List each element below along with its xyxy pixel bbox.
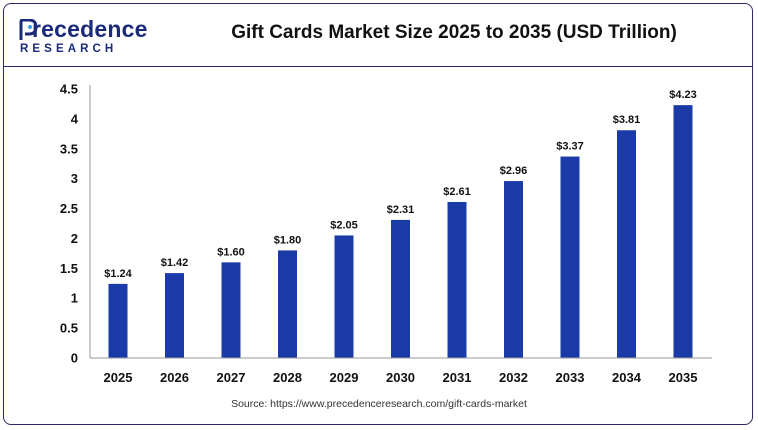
- bar-2028: [278, 250, 297, 358]
- x-tick-label: 2028: [273, 370, 302, 385]
- x-tick-label: 2025: [104, 370, 133, 385]
- x-tick-label: 2031: [443, 370, 472, 385]
- x-tick-label: 2033: [556, 370, 585, 385]
- bar-2034: [617, 130, 636, 358]
- y-tick-label: 1.5: [60, 261, 78, 276]
- data-label-2032: $2.96: [500, 165, 528, 177]
- data-label-2025: $1.24: [104, 268, 132, 280]
- bar-2027: [221, 262, 241, 358]
- data-label-2033: $3.37: [556, 141, 584, 153]
- bar-2026: [165, 273, 184, 358]
- data-label-2029: $2.05: [330, 219, 358, 231]
- bar-2033: [560, 156, 580, 358]
- data-label-2028: $1.80: [274, 234, 302, 246]
- logo-p-icon: [19, 19, 38, 40]
- x-tick-label: 2032: [499, 370, 528, 385]
- data-label-2034: $3.81: [613, 114, 641, 126]
- y-tick-label: 3: [71, 171, 78, 186]
- x-tick-label: 2035: [669, 370, 698, 385]
- y-tick-label: 2: [71, 231, 78, 246]
- data-label-2027: $1.60: [217, 246, 245, 258]
- bar-2031: [447, 201, 467, 358]
- x-tick-label: 2026: [160, 370, 189, 385]
- x-tick-label: 2029: [330, 370, 359, 385]
- bar-2032: [504, 181, 523, 358]
- x-axis: 2025 2026 2027 2028 2029 2030 2031 2032 2033 2034…: [90, 357, 712, 385]
- logo-brand-text: recedence: [32, 16, 148, 42]
- header: recedence RESEARCH Gift Cards Market Siz…: [4, 4, 752, 67]
- y-tick-label: 4.5: [60, 82, 78, 97]
- y-tick-label: 1: [71, 291, 78, 306]
- data-label-2026: $1.42: [161, 257, 189, 269]
- y-tick-label: 2.5: [60, 201, 78, 216]
- logo-sub-text: RESEARCH: [20, 43, 118, 55]
- bar-2025: [108, 283, 128, 358]
- y-tick-label: 0: [71, 351, 78, 366]
- data-label-2035: $4.23: [669, 89, 697, 101]
- source-note: Source: https://www.precedenceresearch.c…: [231, 398, 527, 410]
- x-tick-label: 2034: [612, 370, 642, 385]
- bars: $1.24 $1.42 $1.60 $1.80 $2.05 $2.31 $2.61 $2.96…: [104, 89, 697, 358]
- bar-chart: 0 0.5 1 1.5 2 2.5 3 3.5 4 4.5 $1.24 $1.42 $1.60 $1.8…: [60, 82, 712, 385]
- y-axis: 0 0.5 1 1.5 2 2.5 3 3.5 4 4.5: [60, 82, 91, 366]
- bar-2030: [391, 219, 410, 358]
- data-label-2031: $2.61: [443, 186, 471, 198]
- chart-title: Gift Cards Market Size 2025 to 2035 (USD…: [231, 22, 677, 43]
- x-tick-label: 2030: [386, 370, 415, 385]
- y-tick-label: 0.5: [60, 321, 78, 336]
- x-tick-label: 2027: [217, 370, 246, 385]
- y-tick-label: 4: [71, 111, 79, 126]
- precedence-research-logo: recedence RESEARCH: [18, 16, 147, 56]
- bar-2035: [673, 105, 693, 358]
- bar-2029: [334, 235, 354, 358]
- data-label-2030: $2.31: [387, 204, 415, 216]
- y-tick-label: 3.5: [60, 141, 78, 156]
